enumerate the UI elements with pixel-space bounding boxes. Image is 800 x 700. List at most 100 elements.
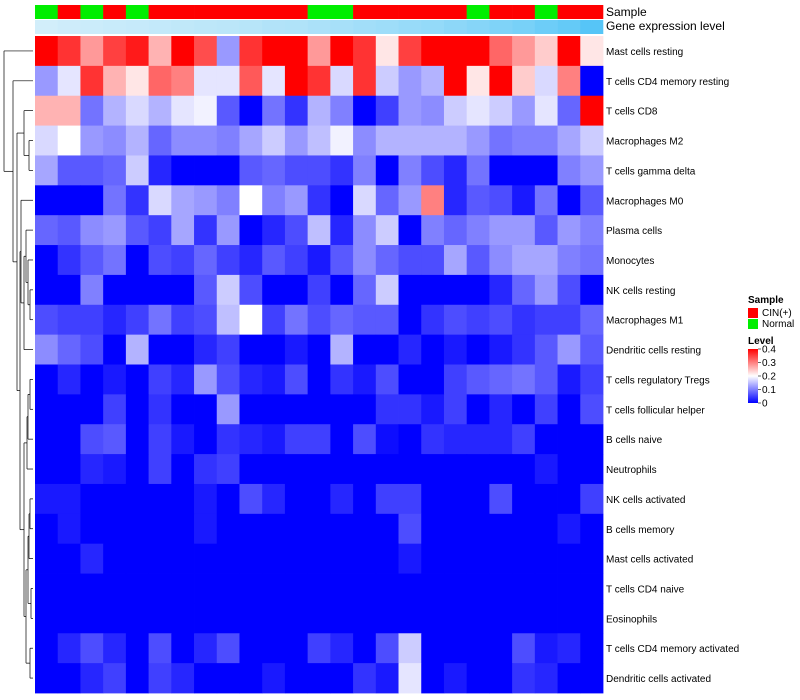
heatmap-cell (284, 95, 309, 126)
heatmap-cell (375, 304, 399, 336)
heatmap-cell (398, 65, 422, 97)
heatmap-cell (171, 245, 195, 276)
heatmap-cell (557, 603, 581, 634)
heatmap-cell (148, 155, 172, 186)
heatmap-cell (216, 304, 240, 336)
heatmap-cell (534, 185, 558, 216)
heatmap-cell (443, 394, 468, 425)
heatmap-cell (80, 603, 104, 634)
heatmap-cell (512, 274, 536, 306)
row-label: NK cells activated (606, 495, 685, 506)
heatmap-cell (398, 424, 422, 455)
sample-annotation-cell (125, 5, 149, 19)
heatmap-cell (35, 364, 59, 395)
sample-annotation-cell (398, 5, 422, 19)
heatmap-cell (398, 633, 422, 664)
sample-annotation-cell (443, 5, 467, 19)
heatmap-cell (443, 424, 468, 455)
heatmap-cell (443, 483, 468, 515)
heatmap-cell (35, 65, 59, 97)
heatmap-cell (103, 36, 127, 67)
heatmap-cell (534, 215, 558, 246)
sample-annotation-cell (557, 5, 581, 19)
heatmap-cell (443, 274, 468, 306)
legend-tick-label: 0.3 (762, 358, 776, 369)
heatmap-cell (194, 65, 218, 97)
heatmap-cell (284, 185, 309, 216)
heatmap-cell (194, 663, 218, 694)
heatmap-cell (489, 663, 513, 694)
expression-annotation-cell (512, 20, 536, 34)
heatmap-cell (421, 65, 445, 97)
heatmap-cell (216, 603, 240, 634)
heatmap-cell (35, 334, 59, 365)
heatmap-cell (512, 245, 536, 276)
heatmap-cell (103, 663, 127, 694)
heatmap-cell (35, 185, 59, 216)
heatmap-cell (57, 633, 81, 664)
heatmap-cell (443, 245, 468, 276)
heatmap-cell (512, 394, 536, 425)
heatmap-cell (262, 304, 286, 336)
heatmap-cell (466, 364, 490, 395)
heatmap-cell (330, 424, 354, 455)
heatmap-cell (421, 573, 445, 604)
heatmap-cell (148, 483, 172, 515)
heatmap-cell (148, 603, 172, 634)
heatmap-cell (57, 155, 81, 186)
heatmap-cell (148, 36, 172, 67)
heatmap-cell (194, 454, 218, 485)
heatmap-cell (307, 274, 331, 306)
heatmap-cell (398, 573, 422, 604)
heatmap-cell (330, 394, 354, 425)
heatmap-cell (216, 543, 240, 574)
expression-annotation-cell (80, 20, 104, 34)
heatmap-cell (353, 364, 377, 395)
heatmap-cell (557, 95, 581, 126)
heatmap-cell (512, 454, 536, 485)
heatmap-cell (125, 185, 149, 216)
heatmap-cell (171, 573, 195, 604)
legend: Sample CIN(+) Normal Level 0.4 0.3 0.2 0.1 0 (748, 295, 794, 410)
heatmap-cell (103, 95, 127, 126)
heatmap-cell (307, 483, 331, 515)
expression-annotation-cell (216, 20, 240, 34)
heatmap-cell (512, 364, 536, 395)
heatmap-cell (239, 334, 263, 365)
heatmap-cell (466, 633, 490, 664)
heatmap-cell (35, 304, 59, 336)
heatmap-cell (353, 274, 377, 306)
heatmap-cell (557, 155, 581, 186)
heatmap-cell (171, 95, 195, 126)
heatmap-cell (421, 513, 445, 545)
heatmap-cell (534, 513, 558, 545)
heatmap-cell (421, 334, 445, 365)
heatmap-cell (375, 424, 399, 455)
heatmap-cell (262, 364, 286, 395)
row-label: Mast cells activated (606, 555, 693, 566)
heatmap-cell (466, 65, 490, 97)
heatmap-cell (239, 125, 263, 156)
expression-annotation-cell (557, 20, 581, 34)
heatmap-cell (398, 274, 422, 306)
heatmap-cell (307, 364, 331, 395)
heatmap-cell (80, 304, 104, 336)
heatmap-cell (35, 36, 59, 67)
heatmap-cell (466, 513, 490, 545)
legend-color-bar (748, 349, 758, 403)
heatmap-cell (534, 633, 558, 664)
heatmap-cell (534, 304, 558, 336)
heatmap-cell (307, 573, 331, 604)
heatmap-cell (375, 633, 399, 664)
heatmap-cell (353, 215, 377, 246)
heatmap-cell (489, 155, 513, 186)
sample-annotation-cell (580, 5, 604, 19)
expression-annotation-cell (353, 20, 377, 34)
heatmap-cell (489, 36, 513, 67)
heatmap-cell (443, 125, 468, 156)
heatmap-cell (557, 125, 581, 156)
annotation-label-sample: Sample (606, 5, 647, 19)
heatmap-cell (580, 573, 604, 604)
heatmap-cell (171, 483, 195, 515)
heatmap-cell (194, 36, 218, 67)
